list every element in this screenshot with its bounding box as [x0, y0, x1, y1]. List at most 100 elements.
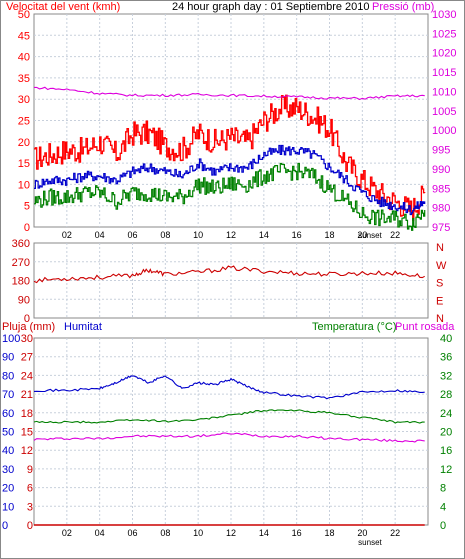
- hour-tick-label: 02: [62, 230, 72, 240]
- pressure-axis-title: Pressió (mb): [372, 1, 434, 13]
- humidity-tick-label: 10: [2, 501, 14, 513]
- humidity-tick-label: 90: [2, 352, 14, 364]
- compass-label: E: [436, 295, 443, 307]
- climate-gridlines: [34, 338, 428, 525]
- direction-tick-label: 90: [18, 294, 30, 306]
- dewpoint-line: [33, 432, 425, 443]
- hour-tick-label: 14: [259, 230, 269, 240]
- pressure-tick-label: 985: [432, 183, 450, 195]
- direction-series: [33, 265, 425, 284]
- wind-speed-tick-label: 45: [18, 30, 30, 42]
- temperature-tick-label: 24: [440, 408, 452, 420]
- hour-tick-label: 22: [390, 230, 400, 240]
- pressure-tick-label: 980: [432, 203, 450, 215]
- humidity-tick-label: 60: [2, 408, 14, 420]
- wind-speed-tick-label: 40: [18, 52, 30, 64]
- wind-pressure-panel: 0510152025303540455097598098599099510001…: [6, 1, 456, 240]
- humidity-line: [33, 375, 425, 400]
- direction-tick-label: 0: [24, 313, 30, 325]
- wind_min-line: [34, 162, 426, 231]
- rain-tick-label: 24: [21, 370, 33, 382]
- wind-speed-axis-title: Velocitat del vent (kmh): [6, 1, 120, 13]
- humidity-tick-label: 80: [2, 370, 14, 382]
- humidity-axis-title: Humitat: [64, 321, 102, 333]
- direction-tick-label: 180: [12, 276, 30, 288]
- hour-tick-label: 12: [226, 230, 236, 240]
- hour-tick-label: 06: [127, 230, 137, 240]
- pressure-tick-label: 1025: [432, 28, 456, 40]
- wind-speed-tick-label: 5: [24, 201, 30, 213]
- temperature-line: [33, 409, 425, 424]
- dewpoint-axis-title: Punt rosada: [395, 321, 455, 333]
- temperature-tick-label: 16: [440, 445, 452, 457]
- temperature-tick-label: 8: [440, 483, 446, 495]
- chart-title: 24 hour graph day : 01 Septiembre 2010: [172, 1, 370, 13]
- wind-speed-tick-label: 35: [18, 73, 30, 85]
- hour-tick-label: 12: [226, 528, 236, 538]
- pressure-tick-label: 1015: [432, 67, 456, 79]
- hour-tick-label: 08: [160, 528, 170, 538]
- hour-tick-label: 18: [324, 528, 334, 538]
- wind-speed-tick-label: 0: [24, 222, 30, 234]
- pressure-tick-label: 1020: [432, 48, 456, 60]
- hour-tick-label: 14: [259, 528, 269, 538]
- hour-tick-label: 04: [95, 528, 105, 538]
- rain-tick-label: 15: [21, 427, 33, 439]
- wind-speed-tick-label: 25: [18, 116, 30, 128]
- temperature-tick-label: 0: [440, 520, 446, 532]
- pressure-tick-label: 1005: [432, 106, 456, 118]
- compass-label: N: [436, 242, 444, 254]
- rain-tick-label: 3: [27, 501, 33, 513]
- temperature-tick-label: 36: [440, 352, 452, 364]
- direction-tick-label: 270: [12, 257, 30, 269]
- sunset-label-bottom: sunset: [358, 538, 382, 547]
- temperature-tick-label: 40: [440, 333, 452, 345]
- rain-axis-title: Pluja (mm): [2, 321, 55, 333]
- wind-speed-tick-label: 50: [18, 9, 30, 21]
- hour-tick-label: 10: [193, 230, 203, 240]
- temperature-tick-label: 20: [440, 427, 452, 439]
- pressure-tick-label: 1030: [432, 9, 456, 21]
- temperature-tick-label: 4: [440, 501, 446, 513]
- climate-series: [33, 375, 425, 526]
- rain-humidity-temp-panel: 0102030405060708090100036912151821242730…: [2, 321, 455, 547]
- direction-line: [33, 265, 425, 284]
- pressure-tick-label: 1000: [432, 125, 456, 137]
- hour-tick-label: 08: [160, 230, 170, 240]
- wind-axis-ticks: 0510152025303540455097598098599099510001…: [18, 9, 457, 240]
- hour-tick-label: 22: [390, 528, 400, 538]
- direction-gridlines: [34, 243, 428, 318]
- rain-tick-label: 0: [27, 520, 33, 532]
- humidity-tick-label: 0: [2, 520, 8, 532]
- pressure-tick-label: 990: [432, 164, 450, 176]
- compass-label: S: [436, 278, 443, 290]
- pressure-line: [34, 86, 425, 101]
- gust-line: [34, 94, 426, 222]
- rain-tick-label: 18: [21, 408, 33, 420]
- humidity-tick-label: 20: [2, 483, 14, 495]
- pressure-tick-label: 975: [432, 222, 450, 234]
- humidity-tick-label: 100: [2, 333, 20, 345]
- wind-series: [34, 86, 426, 231]
- wind-speed-tick-label: 20: [18, 137, 30, 149]
- temperature-axis-title: Temperatura (°C): [312, 321, 396, 333]
- sunset-label: sunset: [358, 231, 382, 240]
- wind-speed-tick-label: 15: [18, 158, 30, 170]
- compass-label: W: [436, 260, 447, 272]
- direction-tick-label: 360: [12, 238, 30, 250]
- pressure-tick-label: 1010: [432, 86, 456, 98]
- hour-tick-label: 20: [357, 230, 367, 240]
- hour-tick-label: 04: [95, 230, 105, 240]
- rain-tick-label: 9: [27, 464, 33, 476]
- temperature-tick-label: 12: [440, 464, 452, 476]
- hour-tick-label: 16: [292, 230, 302, 240]
- humidity-tick-label: 70: [2, 389, 14, 401]
- humidity-tick-label: 30: [2, 464, 14, 476]
- rain-tick-label: 30: [21, 333, 33, 345]
- rain-tick-label: 6: [27, 483, 33, 495]
- humidity-tick-label: 40: [2, 445, 14, 457]
- hour-tick-label: 06: [127, 528, 137, 538]
